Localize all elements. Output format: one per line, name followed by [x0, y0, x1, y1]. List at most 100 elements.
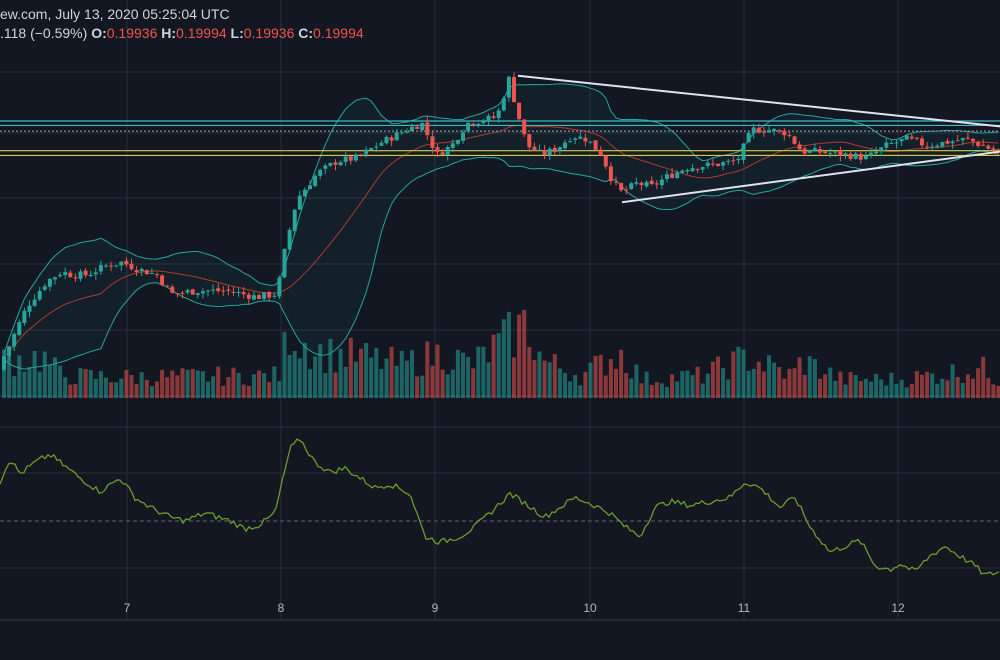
candle-body — [144, 270, 149, 275]
candle-body — [471, 123, 476, 126]
candle-body — [501, 98, 506, 111]
candle-body — [450, 143, 455, 148]
volume-bar — [920, 374, 924, 398]
low-value: 0.19936 — [243, 25, 295, 41]
candle-body — [542, 150, 547, 156]
volume-bar — [532, 360, 537, 398]
volume-bar — [680, 371, 685, 398]
trendline-1 — [621, 150, 1000, 204]
volume-bar — [512, 357, 516, 398]
candle-body — [874, 151, 879, 154]
volume-bar — [98, 371, 103, 398]
volume-bar — [292, 351, 297, 398]
candle-body — [930, 146, 935, 148]
volume-bar — [124, 369, 129, 398]
volume-bar — [761, 371, 766, 398]
volume-bar — [379, 369, 384, 398]
volume-bar — [267, 382, 272, 398]
candle-body — [461, 132, 465, 141]
candle-body — [68, 272, 73, 278]
candle-body — [578, 136, 583, 139]
volume-bar — [996, 385, 1000, 398]
volume-bar — [236, 372, 241, 398]
candle-body — [226, 289, 231, 291]
volume-bar — [751, 368, 756, 398]
candle-body — [532, 146, 537, 151]
candle-body — [925, 146, 930, 148]
volume-bar — [328, 338, 333, 398]
header-change: .118 (−0.59%) — [0, 25, 88, 41]
volume-bar — [343, 366, 348, 398]
volume-bar — [114, 382, 119, 398]
candle-body — [149, 273, 154, 275]
candle-body — [700, 167, 705, 170]
candle-body — [619, 183, 624, 191]
candle-body — [277, 277, 282, 297]
candle-body — [756, 128, 761, 133]
x-tick-label: 8 — [278, 601, 285, 615]
volume-bar — [894, 383, 899, 398]
x-tick-label: 7 — [124, 601, 131, 615]
candle-body — [180, 292, 185, 294]
candle-body — [843, 153, 848, 155]
candle-body — [858, 153, 863, 160]
header-ohlc-row: .118 (−0.59%) O:0.19936 H:0.19994 L:0.19… — [0, 24, 364, 43]
volume-bar — [741, 349, 746, 398]
volume-bar — [777, 367, 782, 398]
volume-bar — [940, 378, 945, 398]
volume-bar — [384, 358, 389, 398]
candle-body — [731, 160, 736, 162]
candle-body — [389, 137, 394, 141]
volume-bar — [833, 380, 838, 398]
high-value: 0.19994 — [176, 25, 227, 41]
candle-body — [420, 122, 425, 131]
volume-bar — [450, 369, 455, 398]
volume-bar — [88, 370, 93, 398]
volume-bar — [731, 351, 736, 398]
volume-bar — [359, 348, 363, 398]
candle-body — [313, 175, 318, 186]
candle-body — [410, 126, 414, 132]
candle-body — [680, 170, 685, 173]
candle-body — [767, 130, 771, 133]
volume-bar — [884, 385, 889, 398]
candle-body — [165, 285, 170, 287]
volume-bar — [185, 369, 190, 398]
volume-bar — [716, 356, 720, 398]
candle-body — [879, 147, 884, 152]
candle-body — [690, 168, 695, 172]
candle-body — [904, 135, 909, 140]
candle-body — [899, 138, 904, 142]
candle-body — [506, 76, 511, 98]
candle-body — [53, 277, 57, 280]
volume-bar — [828, 367, 833, 398]
candle-body — [914, 137, 919, 139]
volume-bar — [231, 367, 236, 398]
volume-bar — [787, 368, 792, 398]
candle-body — [231, 291, 236, 293]
volume-bar — [53, 357, 57, 398]
volume-bar — [7, 356, 12, 398]
candle-body — [27, 305, 32, 312]
candle-body — [659, 179, 664, 186]
candle-body — [93, 272, 98, 275]
volume-bar — [629, 378, 634, 398]
volume-bar — [736, 346, 741, 398]
candle-body — [624, 189, 629, 191]
candle-body — [634, 182, 639, 184]
volume-bar — [246, 385, 251, 398]
volume-bar — [415, 376, 420, 398]
volume-bar — [823, 374, 828, 398]
volume-bar — [277, 381, 282, 398]
volume-bar — [563, 372, 567, 398]
candle-body — [333, 162, 338, 165]
volume-bar — [486, 362, 491, 398]
candle-body — [746, 132, 751, 143]
volume-bar — [665, 386, 669, 398]
candle-body — [323, 165, 328, 169]
volume-bar — [175, 375, 180, 398]
candle-body — [965, 137, 970, 139]
volume-bar — [216, 366, 221, 398]
volume-bar — [149, 386, 154, 398]
